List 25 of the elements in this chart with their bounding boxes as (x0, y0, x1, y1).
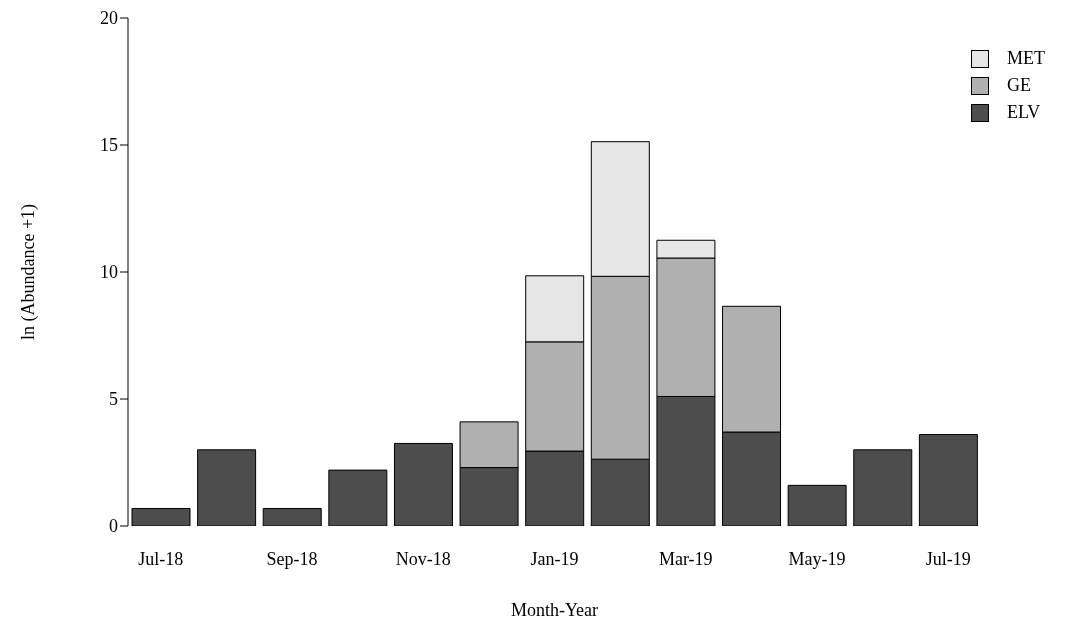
y-tick-label: 0 (109, 516, 118, 537)
legend-label: MET (1007, 48, 1045, 69)
x-axis-title: Month-Year (510, 600, 599, 620)
y-axis-title: ln (Abundance +1) (18, 203, 40, 341)
bar (918, 434, 978, 526)
x-tick-label: Sep-18 (266, 548, 318, 569)
y-tick-label: 5 (109, 389, 118, 410)
bar (328, 469, 388, 526)
y-tick-label: 20 (100, 8, 118, 29)
x-tick-label: Nov-18 (395, 548, 451, 569)
bar (197, 449, 257, 526)
bar (393, 442, 453, 526)
legend-label: GE (1007, 75, 1031, 96)
y-tick-label: 10 (100, 262, 118, 283)
bar (262, 507, 322, 526)
bar (131, 507, 191, 526)
x-tick-label: Jul-18 (138, 548, 184, 569)
bar (787, 484, 847, 526)
y-tick-label: 15 (100, 135, 118, 156)
bar (853, 449, 913, 526)
legend-label: ELV (1007, 102, 1041, 123)
x-tick-label: May-19 (788, 548, 846, 569)
x-tick-label: Jan-19 (530, 548, 579, 569)
x-tick-label: Mar-19 (658, 548, 713, 569)
x-tick-label: Jul-19 (925, 548, 971, 569)
